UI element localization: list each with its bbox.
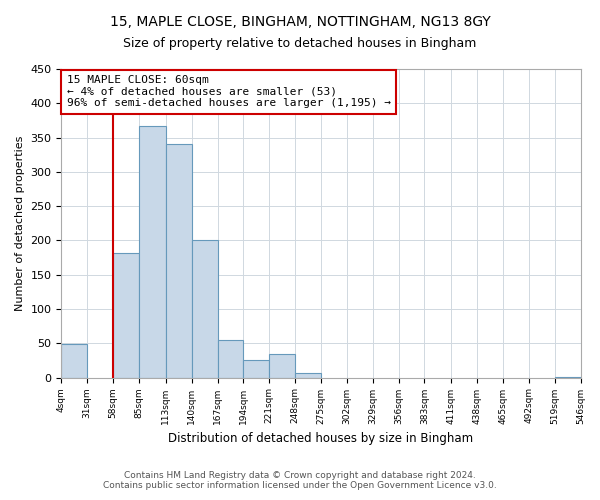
Bar [166,144,191,378]
Bar [295,374,321,378]
Text: Contains HM Land Registry data © Crown copyright and database right 2024.
Contai: Contains HM Land Registry data © Crown c… [103,470,497,490]
Text: Size of property relative to detached houses in Bingham: Size of property relative to detached ho… [124,38,476,51]
Text: 15, MAPLE CLOSE, BINGHAM, NOTTINGHAM, NG13 8GY: 15, MAPLE CLOSE, BINGHAM, NOTTINGHAM, NG… [110,15,490,29]
Y-axis label: Number of detached properties: Number of detached properties [15,136,25,311]
Text: 15 MAPLE CLOSE: 60sqm
← 4% of detached houses are smaller (53)
96% of semi-detac: 15 MAPLE CLOSE: 60sqm ← 4% of detached h… [67,75,391,108]
Bar [554,377,581,378]
Bar [113,254,139,378]
Bar [61,344,87,378]
Bar [139,126,166,378]
X-axis label: Distribution of detached houses by size in Bingham: Distribution of detached houses by size … [169,432,473,445]
Bar [269,354,295,378]
Bar [244,360,269,378]
Bar [218,340,244,378]
Bar [191,240,218,378]
